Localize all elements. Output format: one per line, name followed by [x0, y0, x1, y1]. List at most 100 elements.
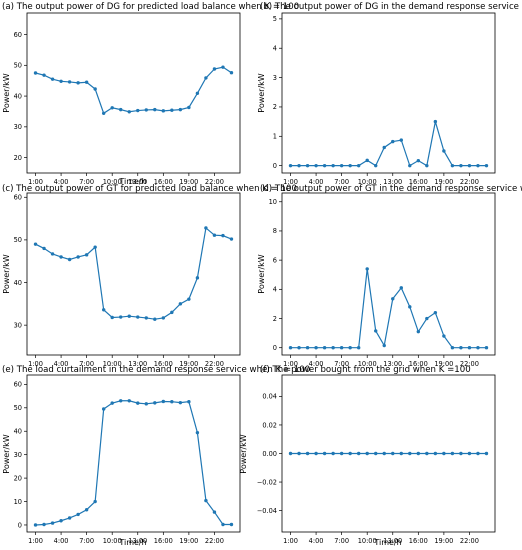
- panel-b-data-point: [391, 139, 395, 144]
- panel-e-y-tick-label: 20: [14, 474, 22, 482]
- panel-f-data-point: [399, 451, 403, 456]
- panel-a-data-point: [170, 108, 174, 112]
- panel-d-data-point: [391, 297, 395, 301]
- panel-f-data-point: [459, 451, 463, 456]
- panel-c-x-tick-label: 19:00: [179, 360, 198, 368]
- panel-d-data-point: [399, 286, 403, 290]
- panel-e-data-point: [42, 522, 46, 527]
- panel-c-data-point: [204, 226, 208, 230]
- panel-e-x-tick-label: 22:00: [205, 537, 224, 545]
- panel-b-data-point: [425, 163, 429, 168]
- panel-b-frame: [281, 12, 496, 174]
- panel-f-x-tick-label: 22:00: [460, 537, 479, 545]
- panel-b-data-point: [467, 163, 472, 168]
- panel-f-data-point: [467, 451, 472, 456]
- panel-a-x-tick-label: 7:00: [79, 178, 94, 186]
- panel-a-data-point: [144, 108, 148, 112]
- panel-c-data-point: [110, 315, 114, 320]
- panel-e-data-point: [178, 400, 183, 405]
- panel-d-data-point: [484, 346, 489, 350]
- panel-c-x-tick-label: 16:00: [154, 360, 173, 368]
- panel-b: (b) The output power of DG in the demand…: [257, 2, 522, 186]
- panel-f-x-tick-label: 10:00: [358, 537, 377, 545]
- panel-c-title: (c) The output power of GT for predicted…: [2, 184, 297, 194]
- panel-d-x-tick-label: 22:00: [460, 360, 479, 368]
- panel-f-data-point: [314, 451, 318, 456]
- panel-f-data-point: [416, 451, 421, 456]
- panel-e-data-point: [119, 399, 123, 403]
- panel-c-x-tick-label: 1:00: [28, 360, 43, 368]
- panel-e-data-point: [195, 430, 200, 435]
- panel-d-data-point: [374, 329, 378, 333]
- panel-c-y-tick-label: 30: [14, 321, 22, 329]
- panel-d-data-point: [467, 346, 472, 350]
- panel-a-data-point: [204, 76, 208, 80]
- panel-a-x-tick-label: 16:00: [154, 178, 173, 186]
- panel-b-data-point: [433, 119, 438, 124]
- panel-e-data-point: [93, 499, 97, 504]
- panel-d-data-point: [348, 346, 352, 350]
- panel-a-data-point: [67, 80, 72, 84]
- panel-e-data-point: [153, 401, 157, 405]
- panel-b-y-tick-label: 3: [273, 74, 277, 82]
- panel-e-x-tick-label: 16:00: [154, 537, 173, 545]
- panel-e: (e) The load curtailment in the demand r…: [2, 365, 310, 547]
- panel-a-ylabel: Power/kW: [2, 73, 11, 113]
- panel-b-ylabel: Power/kW: [257, 73, 266, 113]
- panel-b-y-tick-label: 5: [273, 15, 277, 23]
- panel-f-data-point: [356, 451, 361, 456]
- panel-e-title: (e) The load curtailment in the demand r…: [2, 365, 310, 375]
- panel-b-data-point: [374, 163, 378, 168]
- panel-c-data-point: [153, 317, 157, 321]
- panel-d-y-tick-label: 6: [273, 256, 277, 264]
- panel-e-x-tick-label: 10:00: [103, 537, 122, 545]
- panel-c-data-point: [187, 297, 191, 301]
- panel-a: (a) The output power of DG for predicted…: [2, 2, 299, 186]
- panel-c-data-point: [50, 252, 55, 256]
- panel-e-x-tick-label: 4:00: [54, 537, 69, 545]
- panel-e-data-point: [50, 521, 55, 525]
- panel-e-y-tick-label: 10: [14, 498, 22, 506]
- panel-e-series-line: [35, 400, 232, 526]
- panel-f-title: (f) The power bought from the grid when …: [260, 365, 471, 375]
- panel-f-data-point: [442, 451, 446, 456]
- panel-d-data-point: [305, 346, 310, 350]
- panel-c-x-tick-label: 4:00: [54, 360, 69, 368]
- panel-c-data-point: [101, 308, 106, 312]
- panel-c-series-line: [35, 226, 232, 320]
- panel-f-x-tick-label: 13:00: [383, 537, 402, 545]
- panel-d-data-point: [331, 346, 335, 350]
- panel-b-y-tick-label: 1: [273, 133, 277, 141]
- panel-b-data-point: [322, 163, 327, 168]
- panel-c-data-point: [119, 315, 123, 319]
- panel-e-xlabel: Time/h: [118, 538, 146, 547]
- panel-b-title: (b) The output power of DG in the demand…: [260, 2, 522, 12]
- panel-d-y-tick-label: 0: [273, 344, 277, 352]
- panel-e-data-point: [136, 401, 140, 405]
- panel-e-data-point: [229, 522, 234, 527]
- panel-e-data-point: [221, 522, 225, 527]
- panel-b-data-point: [339, 163, 344, 168]
- panel-d-data-point: [382, 343, 386, 348]
- panel-d-data-point: [339, 346, 344, 350]
- panel-e-y-tick-label: 40: [14, 428, 22, 436]
- panel-a-data-point: [178, 107, 183, 112]
- panel-b-data-point: [348, 163, 352, 168]
- panel-e-data-point: [67, 516, 72, 520]
- panel-f-y-tick-label: −0.04: [257, 507, 277, 515]
- panel-d-x-tick-label: 19:00: [434, 360, 453, 368]
- panel-d-ylabel: Power/kW: [257, 254, 266, 294]
- panel-a-x-tick-label: 4:00: [54, 178, 69, 186]
- panel-b-data-point: [416, 158, 421, 163]
- panel-b-x-tick-label: 19:00: [434, 178, 453, 186]
- panel-f-data-point: [322, 451, 327, 456]
- panel-f-x-tick-label: 7:00: [334, 537, 349, 545]
- panel-a-xlabel: Time/h: [118, 177, 146, 186]
- panel-b-y-tick-label: 4: [273, 45, 277, 53]
- panel-d-data-point: [297, 346, 301, 350]
- panel-a-data-point: [153, 107, 157, 112]
- panel-f-data-point: [305, 451, 310, 456]
- panel-a-y-tick-label: 20: [14, 154, 22, 162]
- panel-b-data-point: [459, 163, 463, 168]
- panel-d-data-point: [314, 346, 318, 350]
